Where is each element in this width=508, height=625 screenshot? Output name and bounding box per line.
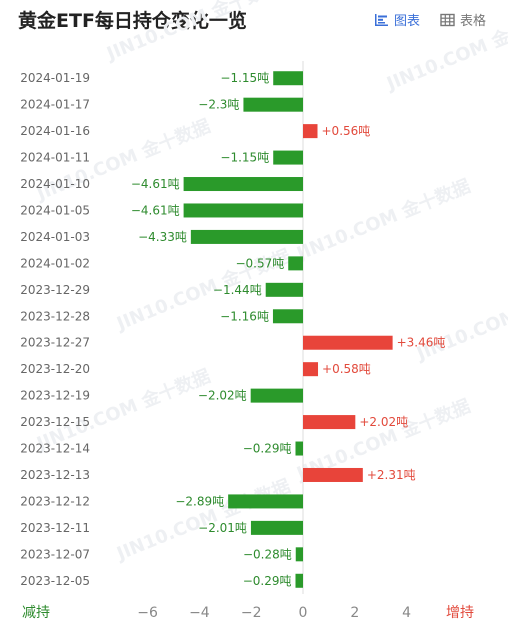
x-tick-label: 2	[350, 605, 359, 621]
bar	[303, 124, 318, 139]
bar	[183, 203, 303, 218]
data-label: −0.29吨	[243, 442, 292, 456]
data-label: −4.61吨	[131, 177, 180, 191]
data-label: −0.28吨	[243, 547, 292, 561]
bar	[288, 256, 303, 271]
category-label: 2023-12-07	[20, 547, 90, 561]
data-label: −4.33吨	[138, 230, 187, 244]
reduce-label: 减持	[22, 605, 50, 621]
data-label: −2.01吨	[198, 521, 247, 535]
watermark-text: JIN10.COM 金十数据	[412, 275, 508, 365]
page-title: 黄金ETF每日持仓变化一览	[18, 10, 247, 32]
category-label: 2024-01-16	[20, 124, 90, 138]
data-label: +0.56吨	[322, 124, 371, 138]
bar-chart-icon	[374, 13, 389, 27]
bar	[295, 573, 303, 588]
x-tick-label: −4	[189, 605, 210, 621]
data-label: −0.57吨	[235, 256, 284, 270]
chart-view-toggle[interactable]: 图表	[374, 10, 420, 29]
table-view-toggle[interactable]: 表格	[440, 10, 486, 29]
x-tick-label: −2	[241, 605, 262, 621]
bar	[250, 520, 303, 535]
increase-label: 增持	[446, 605, 474, 621]
data-label: −0.29吨	[243, 574, 292, 588]
bar	[273, 150, 303, 165]
category-label: 2023-12-13	[20, 468, 90, 482]
data-label: +2.31吨	[367, 468, 416, 482]
data-label: +3.46吨	[397, 336, 446, 350]
data-label: −2.89吨	[175, 494, 224, 508]
data-label: −1.16吨	[220, 309, 269, 323]
bar	[295, 441, 303, 456]
data-label: +0.58吨	[322, 362, 371, 376]
category-label: 2023-12-27	[20, 336, 90, 350]
data-label: −1.44吨	[213, 283, 262, 297]
category-label: 2024-01-05	[20, 203, 90, 217]
bar	[228, 494, 303, 509]
bar	[295, 547, 303, 562]
category-label: 2024-01-10	[20, 177, 90, 191]
data-label: +2.02吨	[359, 415, 408, 429]
category-label: 2023-12-28	[20, 309, 90, 323]
x-tick-label: −6	[137, 605, 158, 621]
category-label: 2024-01-11	[20, 151, 90, 165]
bar	[303, 415, 356, 430]
watermark-text: JIN10.COM 金十数据	[102, 0, 284, 65]
data-label: −2.02吨	[198, 389, 247, 403]
category-label: 2023-12-05	[20, 574, 90, 588]
x-tick-label: 0	[299, 605, 308, 621]
bar	[303, 335, 393, 350]
category-label: 2024-01-03	[20, 230, 90, 244]
category-label: 2023-12-11	[20, 521, 90, 535]
table-icon	[440, 13, 455, 27]
watermark-text: JIN10.COM 金十数据	[292, 175, 474, 265]
data-label: −1.15吨	[220, 151, 269, 165]
category-label: 2023-12-15	[20, 415, 90, 429]
data-label: −4.61吨	[131, 203, 180, 217]
category-label: 2024-01-19	[20, 71, 90, 85]
bar	[303, 467, 363, 482]
category-label: 2024-01-02	[20, 256, 90, 270]
bar	[265, 282, 303, 297]
x-tick-label: 4	[402, 605, 411, 621]
bar	[190, 229, 303, 244]
bar	[243, 97, 303, 112]
bar	[273, 71, 303, 86]
data-label: −1.15吨	[220, 71, 269, 85]
table-view-label: 表格	[460, 14, 487, 29]
bar	[183, 177, 303, 192]
data-label: −2.3吨	[198, 98, 239, 112]
category-label: 2023-12-14	[20, 442, 90, 456]
category-label: 2023-12-12	[20, 494, 90, 508]
bar	[303, 362, 319, 377]
bar	[250, 388, 303, 403]
bar	[272, 309, 303, 324]
watermark-text: JIN10.COM 金十数据	[382, 5, 508, 95]
category-label: 2023-12-20	[20, 362, 90, 376]
chart-view-label: 图表	[394, 14, 421, 29]
category-label: 2024-01-17	[20, 98, 90, 112]
category-label: 2023-12-19	[20, 389, 90, 403]
category-label: 2023-12-29	[20, 283, 90, 297]
